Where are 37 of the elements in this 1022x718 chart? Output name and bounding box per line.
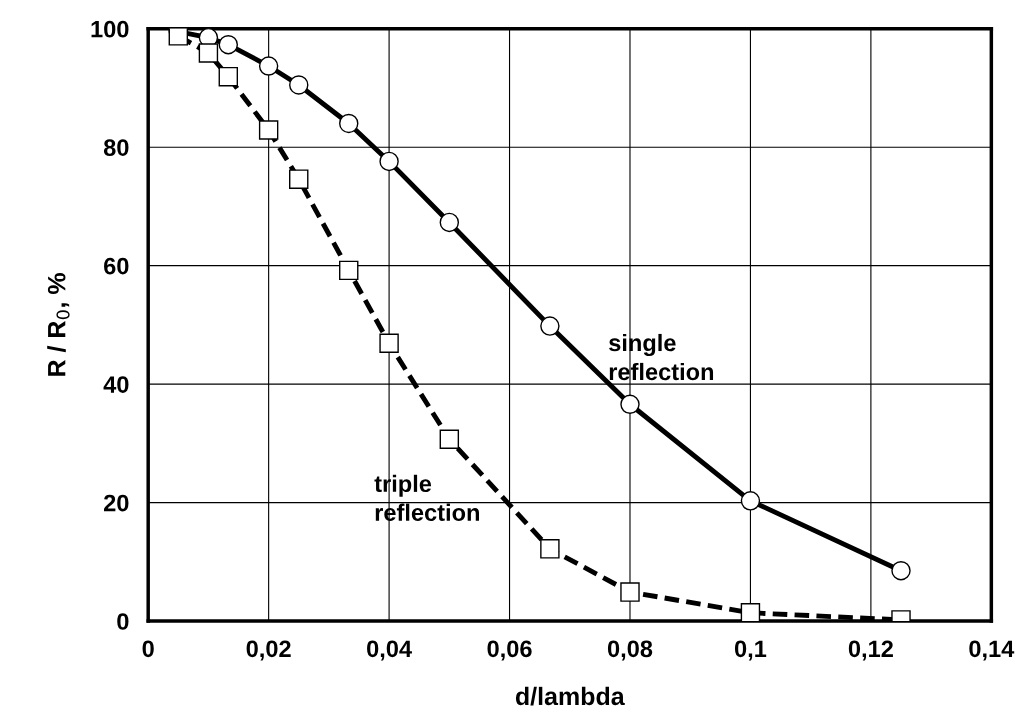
point xyxy=(258,120,279,140)
x-tick-label: 0,12 xyxy=(848,640,893,661)
x-tick-label: 0,02 xyxy=(246,640,291,661)
point xyxy=(740,491,761,511)
point xyxy=(620,394,640,414)
y-tick-label: 80 xyxy=(103,139,129,156)
point xyxy=(258,56,279,76)
y-tick-label: 40 xyxy=(103,376,129,393)
point xyxy=(540,316,560,336)
x-tick-label: 0,14 xyxy=(969,640,1015,661)
point xyxy=(339,113,359,134)
x-tick-label: 0,08 xyxy=(607,640,653,661)
x-tick-label: 0,04 xyxy=(367,640,412,661)
point xyxy=(439,429,460,449)
point xyxy=(620,582,640,602)
point xyxy=(740,603,761,622)
y-tick-label: 20 xyxy=(104,494,129,512)
point xyxy=(218,66,239,87)
y-tick-label: 0 xyxy=(117,613,129,630)
point xyxy=(891,560,911,581)
x-tick-label: 0 xyxy=(142,640,154,658)
x-tick-label: 0,06 xyxy=(487,640,532,661)
point xyxy=(289,169,309,189)
y-tick-label: 60 xyxy=(104,257,129,275)
point xyxy=(289,75,309,95)
x-axis-title: d/lambda xyxy=(515,686,625,706)
point xyxy=(168,28,189,46)
x-tick-label: 0,1 xyxy=(734,640,767,661)
y-axis-title: R / R$_{0}$, % xyxy=(47,273,70,376)
point xyxy=(379,333,399,353)
point xyxy=(540,539,560,559)
point xyxy=(379,151,399,172)
point xyxy=(218,34,239,55)
point xyxy=(439,212,460,233)
point xyxy=(339,260,359,281)
y-tick-label: 100 xyxy=(91,20,129,38)
point xyxy=(198,43,219,63)
